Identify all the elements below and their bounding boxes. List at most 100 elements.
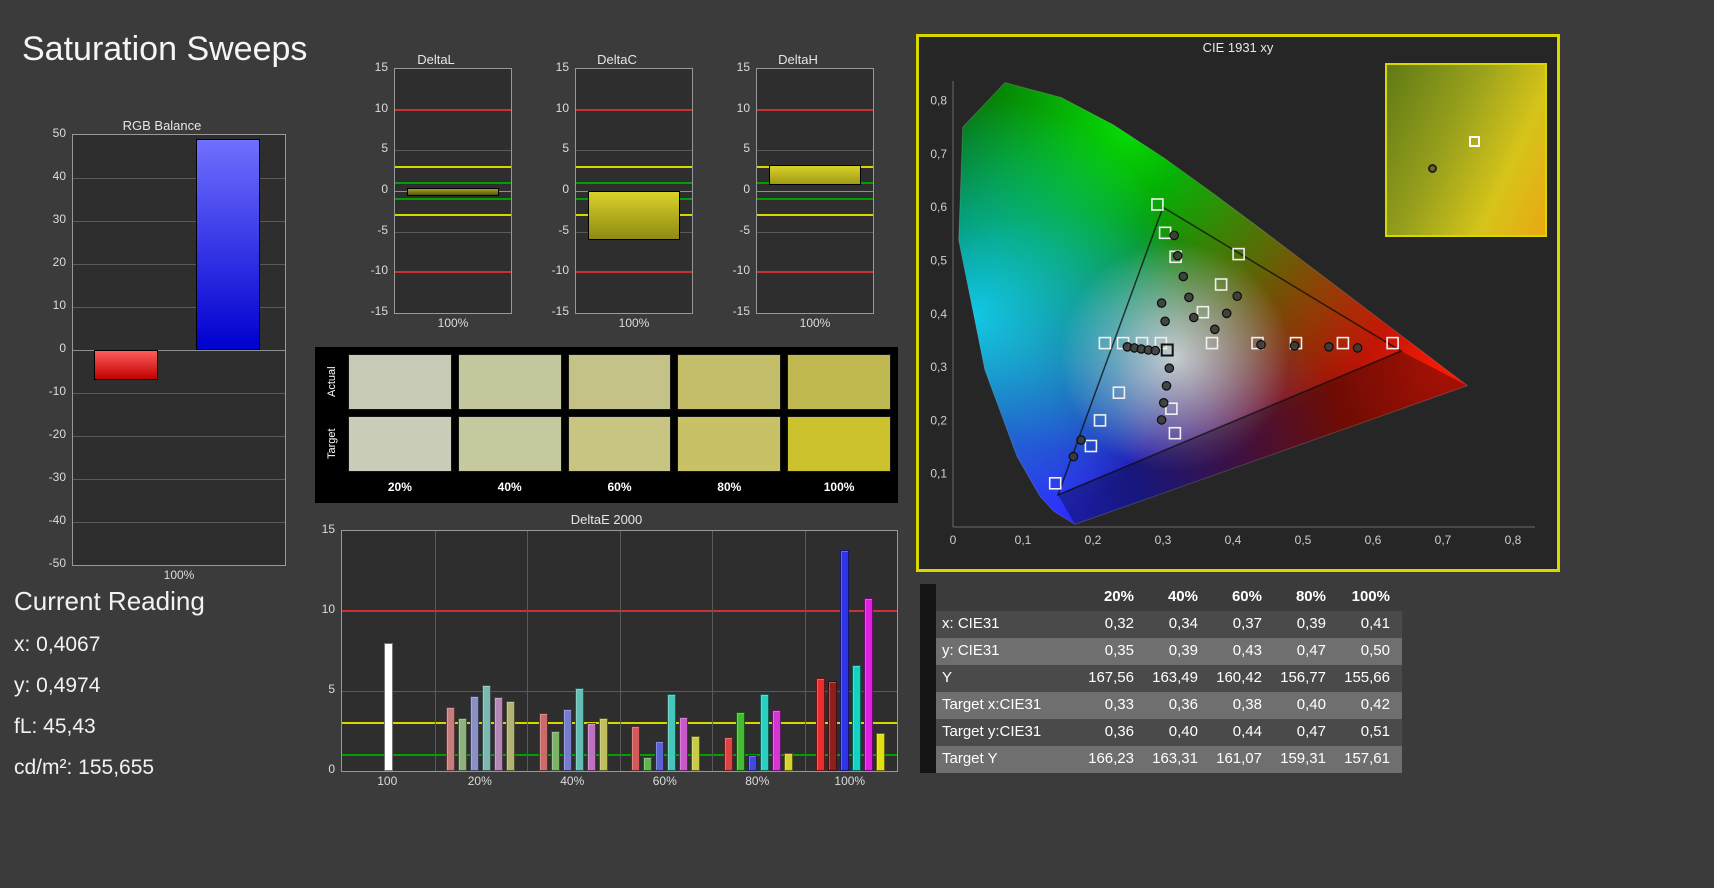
cie-title: CIE 1931 xy	[1202, 40, 1274, 55]
delta-c-plot	[575, 68, 693, 314]
table-gutter	[920, 665, 936, 692]
target-marker	[1205, 336, 1219, 350]
y-tick-label: -50	[48, 556, 66, 570]
swatch-col-label: 80%	[717, 480, 742, 494]
table-cell: 155,66	[1338, 665, 1402, 692]
target-marker	[1165, 402, 1178, 416]
delta-c-x-label: 100%	[618, 316, 650, 330]
deltae-bar	[643, 756, 653, 771]
inset-target-marker	[1469, 136, 1481, 148]
delta-l-chart: DeltaL -15 -10 -5 0 5 10 15 100%	[360, 52, 512, 334]
svg-text:0,7: 0,7	[930, 147, 947, 161]
y-tick-label: -15	[370, 304, 388, 318]
table-cell: 0,47	[1274, 638, 1338, 665]
swatch-col-label: 20%	[387, 480, 412, 494]
deltae-bar	[506, 700, 516, 771]
table-cell: 0,44	[1210, 719, 1274, 746]
ref-line	[757, 198, 873, 201]
ref-line	[576, 271, 692, 274]
delta-h-y-axis: -15 -10 -5 0 5 10 15	[722, 60, 756, 318]
y-tick-label: 5	[743, 141, 750, 156]
table-cell: 0,33	[1082, 692, 1146, 719]
gridline	[73, 522, 285, 523]
group-separator	[804, 531, 806, 771]
target-marker	[1336, 336, 1350, 350]
ref-line	[395, 108, 511, 111]
deltae-bar	[598, 718, 608, 771]
y-tick-label: 0	[562, 182, 569, 196]
delta-e-x-labels: 100 20% 40% 60% 80% 100%	[341, 774, 898, 792]
svg-text:0,4: 0,4	[1225, 533, 1242, 547]
svg-text:0,8: 0,8	[930, 94, 947, 108]
bar-deltaL-100	[406, 187, 500, 196]
table-cell: 160,42	[1210, 665, 1274, 692]
y-tick-label: 5	[381, 141, 388, 156]
ref-line	[395, 271, 511, 274]
table-row-label: Y	[936, 665, 1082, 692]
measurement-dot	[1164, 363, 1175, 373]
cie-panel: CIE 1931 xy 0 0,1 0,2 0,3 0,4 0,5 0,6 0,7 0,8 0,1…	[916, 34, 1560, 572]
table-gutter	[920, 719, 936, 746]
swatch-row-label: Actual	[326, 366, 338, 398]
table-row-label: Target y:CIE31	[936, 719, 1082, 746]
table-gutter	[920, 692, 936, 719]
y-tick-label: 10	[736, 100, 750, 115]
y-tick-label: -15	[551, 304, 569, 318]
delta-l-plot	[394, 68, 512, 314]
deltae-bar	[759, 694, 769, 771]
gridline	[73, 479, 285, 480]
deltae-bar	[876, 732, 886, 771]
page-title: Saturation Sweeps	[22, 30, 308, 68]
target-marker	[1048, 476, 1062, 490]
y-tick-label: 10	[374, 100, 388, 115]
deltae-bar	[631, 726, 641, 771]
ref-line	[757, 214, 873, 217]
swatch-actual	[348, 354, 452, 410]
y-tick-label: -5	[377, 222, 388, 237]
y-tick-label: 0	[743, 182, 750, 196]
saturation-table: 20% 40% 60% 80% 100% x: CIE31 0,32 0,34 0,37 0,39…	[920, 584, 1402, 773]
y-tick-label: 5	[328, 682, 335, 696]
ref-line	[757, 108, 873, 111]
table-cell: 0,43	[1210, 638, 1274, 665]
ref-line	[576, 165, 692, 168]
ref-line	[395, 165, 511, 168]
y-tick-label: 5	[562, 141, 569, 156]
x-tick-label: 80%	[745, 774, 770, 788]
table-cell: 157,61	[1338, 746, 1402, 773]
table-cell: 0,47	[1274, 719, 1338, 746]
y-tick-label: -10	[732, 263, 750, 278]
measurement-dot	[1256, 339, 1266, 350]
delta-h-chart: DeltaH -15 -10 -5 0 5 10 15 100%	[722, 52, 874, 334]
delta-e-title: DeltaE 2000	[570, 512, 643, 527]
delta-h-plotwrap: -15 -10 -5 0 5 10 15	[722, 60, 874, 318]
inset-measurement-dot	[1428, 163, 1438, 173]
measurement-dot	[1188, 312, 1199, 323]
deltae-bar	[691, 735, 701, 771]
table-row-label: Target x:CIE31	[936, 692, 1082, 719]
measurement-dot	[1184, 292, 1194, 303]
delta-h-x-label: 100%	[799, 316, 831, 330]
swatch-col-label: 40%	[497, 480, 522, 494]
measurement-dot	[1172, 250, 1183, 261]
swatch-actual	[457, 354, 562, 410]
table-cell: 0,42	[1338, 692, 1402, 719]
table-cell: 0,37	[1210, 611, 1274, 638]
measurement-dot	[1324, 341, 1334, 352]
table-cell: 167,56	[1082, 665, 1146, 692]
table-cell: 163,49	[1146, 665, 1210, 692]
delta-c-title: DeltaC	[597, 52, 637, 67]
current-reading-heading: Current Reading	[14, 586, 205, 616]
measurement-dot	[1068, 451, 1079, 462]
svg-text:0,6: 0,6	[1365, 533, 1382, 547]
table-cell: 0,51	[1338, 719, 1402, 746]
current-reading-x: x: 0,4067	[14, 633, 101, 656]
gridline	[73, 436, 285, 437]
table-cell: 0,40	[1146, 719, 1210, 746]
table-header-cell: 20%	[1103, 588, 1134, 605]
deltae-bar	[482, 684, 492, 771]
rgb-balance-x-label: 100%	[163, 568, 195, 582]
group-separator	[712, 531, 713, 771]
measurement-dot	[1352, 343, 1363, 353]
